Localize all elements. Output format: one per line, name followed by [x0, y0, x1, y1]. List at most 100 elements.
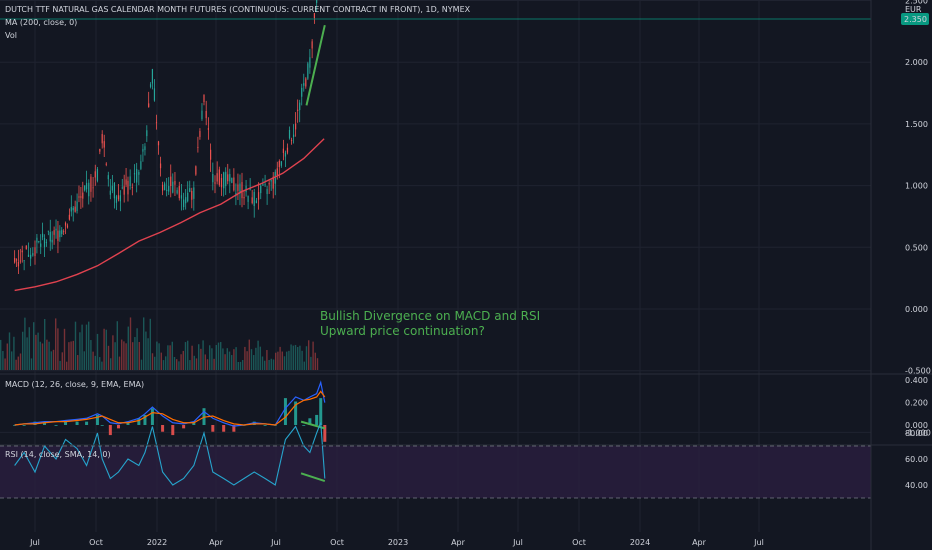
volume-bar: [94, 355, 96, 370]
rsi-tick-label: 60.00: [905, 455, 928, 464]
volume-bar: [50, 351, 52, 370]
candle-body: [231, 177, 233, 183]
candle-body: [129, 176, 131, 187]
candle-body: [59, 230, 61, 238]
time-axis[interactable]: Jul Oct 2022 Apr Jul Oct 2023 Apr Jul Oct 2024 Apr J…: [29, 538, 764, 547]
volume-legend[interactable]: Vol: [5, 31, 17, 40]
price-candles: [14, 0, 318, 275]
candle-body: [214, 182, 216, 184]
volume-bar: [294, 344, 297, 370]
volume-bar: [151, 353, 154, 370]
price-trendline: [305, 24, 326, 106]
macd-legend[interactable]: MACD (12, 26, close, 9, EMA, EMA): [5, 380, 144, 389]
ma-legend[interactable]: MA (200, close, 0): [5, 18, 77, 27]
candle-body: [80, 196, 82, 198]
rsi-axis[interactable]: 80.00 60.00 40.00: [905, 429, 928, 490]
volume-bar: [19, 353, 22, 370]
candle-body: [42, 233, 44, 238]
candle-body: [38, 241, 40, 242]
chart-title: DUTCH TTF NATURAL GAS CALENDAR MONTH FUT…: [5, 5, 471, 14]
volume-bar: [107, 345, 110, 370]
volume-bar: [292, 345, 294, 370]
volume-bar: [268, 359, 270, 370]
candle-body: [32, 253, 34, 256]
candle-body: [205, 110, 207, 119]
volume-bar: [312, 341, 314, 370]
volume-bar: [283, 356, 286, 370]
annotation-line-2: Upward price continuation?: [320, 324, 485, 338]
volume-bar: [134, 337, 136, 370]
candle-body: [125, 179, 127, 185]
candle-body: [70, 207, 72, 212]
volume-bar: [125, 343, 127, 370]
candle-body: [251, 197, 253, 204]
volume-bar: [147, 338, 149, 370]
candle-body: [140, 161, 142, 169]
volume-bar: [162, 360, 165, 370]
macd-axis[interactable]: 0.400 0.200 0.000: [905, 376, 928, 430]
volume-bar: [77, 355, 79, 370]
candle-body: [197, 146, 199, 148]
macd-histogram-bar: [161, 425, 165, 432]
volume-bar: [239, 361, 242, 370]
rsi-divergence-line: [300, 472, 326, 483]
candle-body: [218, 169, 220, 185]
volume-bar: [37, 332, 39, 370]
candle-body: [74, 206, 76, 212]
candle-body: [23, 260, 25, 262]
price-axis[interactable]: 4.5004.0003.5003.0002.5002.0001.5001.000…: [905, 0, 931, 437]
candle-body: [131, 187, 133, 188]
volume-bar: [248, 339, 250, 370]
candle-body: [216, 173, 218, 182]
candle-body: [239, 183, 241, 194]
macd-histogram-bar: [182, 425, 186, 429]
macd-histogram-bar: [64, 421, 68, 425]
time-tick-label: Apr: [209, 538, 224, 547]
volume-bar: [286, 351, 288, 370]
candle-body: [297, 109, 299, 111]
volume-bar: [74, 321, 77, 370]
volume-bar: [99, 357, 101, 370]
candle-body: [309, 57, 311, 68]
volume-bar: [114, 342, 116, 370]
price-tick-label: 0.500: [905, 243, 928, 252]
volume-bar: [110, 358, 112, 370]
candle-body: [53, 230, 55, 235]
candle-body: [299, 102, 301, 111]
volume-bar: [154, 356, 156, 370]
macd-histogram-bar: [263, 425, 267, 426]
candle-body: [63, 231, 65, 233]
candle-body: [237, 184, 239, 191]
candle-body: [149, 84, 152, 87]
volume-bar: [297, 346, 299, 370]
candle-body: [155, 122, 158, 124]
time-tick-label: Oct: [572, 538, 586, 547]
volume-bar: [0, 339, 2, 370]
volume-bar: [136, 328, 138, 370]
candle-body: [119, 195, 121, 202]
volume-bar: [272, 359, 275, 370]
macd-tick-label: 0.000: [905, 421, 928, 430]
price-tick-label: 1.000: [905, 182, 928, 191]
volume-bar: [156, 341, 158, 370]
candle-body: [305, 78, 307, 87]
candle-body: [201, 110, 203, 120]
volume-bar: [195, 358, 198, 370]
volume-bar: [112, 335, 114, 370]
volume-bar: [253, 355, 255, 370]
volume-bar: [242, 360, 244, 370]
volume-bar: [30, 358, 33, 370]
candle-body: [121, 187, 123, 189]
candle-body: [117, 195, 120, 200]
volume-bar: [299, 345, 301, 370]
candle-body: [161, 184, 164, 191]
last-price-value: 2.350: [904, 15, 927, 24]
macd-histogram-bar: [171, 425, 175, 436]
volume-bar: [182, 350, 184, 370]
price-tick-label: 1.500: [905, 120, 928, 129]
rsi-legend[interactable]: RSI (14, close, SMA, 14, 0): [5, 450, 111, 459]
candle-body: [85, 182, 88, 190]
volume-bar: [316, 358, 319, 370]
candle-body: [142, 148, 144, 152]
